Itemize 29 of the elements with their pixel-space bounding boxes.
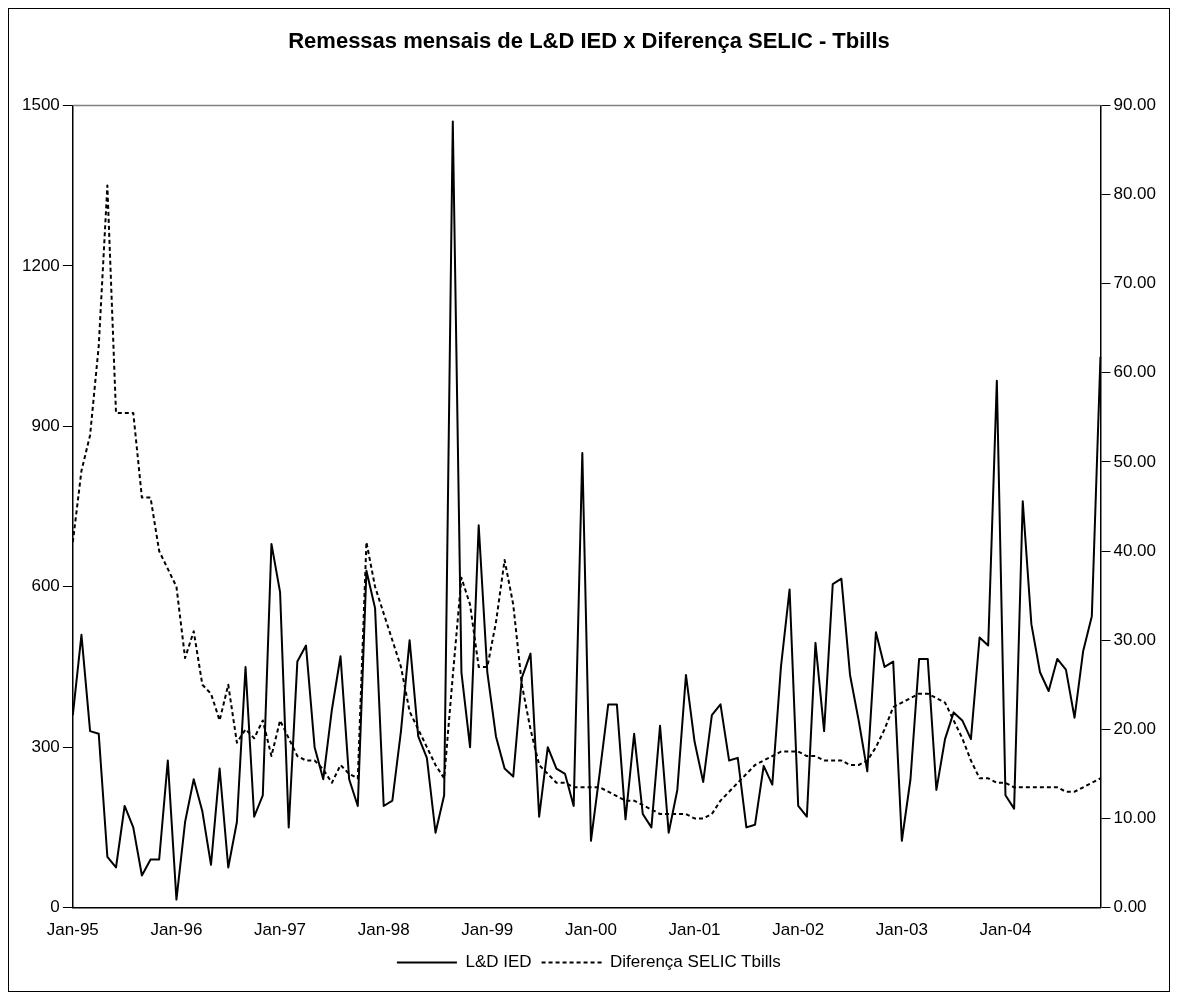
y2-tick-label: 10.00 [1113, 808, 1157, 828]
y-tick-label: 1200 [21, 255, 60, 275]
y2-tick-label: 30.00 [1113, 629, 1157, 649]
x-tick-label: Jan-01 [668, 920, 721, 940]
y2-tick-label: 20.00 [1113, 719, 1157, 739]
y2-tick-label: 70.00 [1113, 273, 1157, 293]
x-tick-label: Jan-02 [772, 920, 825, 940]
x-tick-label: Jan-98 [357, 920, 410, 940]
y2-tick-label: 50.00 [1113, 451, 1157, 471]
legend-label: Diferença SELIC Tbills [610, 952, 781, 972]
y2-tick-label: 40.00 [1113, 540, 1157, 560]
y-tick-label: 600 [31, 576, 60, 596]
x-tick-label: Jan-95 [46, 920, 99, 940]
y2-tick-label: 60.00 [1113, 362, 1157, 382]
x-tick-label: Jan-04 [979, 920, 1032, 940]
x-tick-label: Jan-96 [150, 920, 203, 940]
y2-tick-label: 90.00 [1113, 95, 1157, 115]
y-tick-label: 1500 [21, 95, 60, 115]
y-tick-label: 900 [31, 415, 60, 435]
legend-label: L&D IED [465, 952, 532, 972]
x-tick-label: Jan-03 [875, 920, 928, 940]
chart-title: Remessas mensais de L&D IED x Diferença SELIC - Tbills [288, 28, 890, 54]
x-tick-label: Jan-97 [254, 920, 307, 940]
y2-tick-label: 80.00 [1113, 184, 1157, 204]
x-tick-label: Jan-00 [564, 920, 617, 940]
x-tick-label: Jan-99 [461, 920, 514, 940]
y-tick-label: 0 [50, 897, 60, 917]
y-tick-label: 300 [31, 736, 60, 756]
y2-tick-label: 0.00 [1113, 897, 1147, 917]
